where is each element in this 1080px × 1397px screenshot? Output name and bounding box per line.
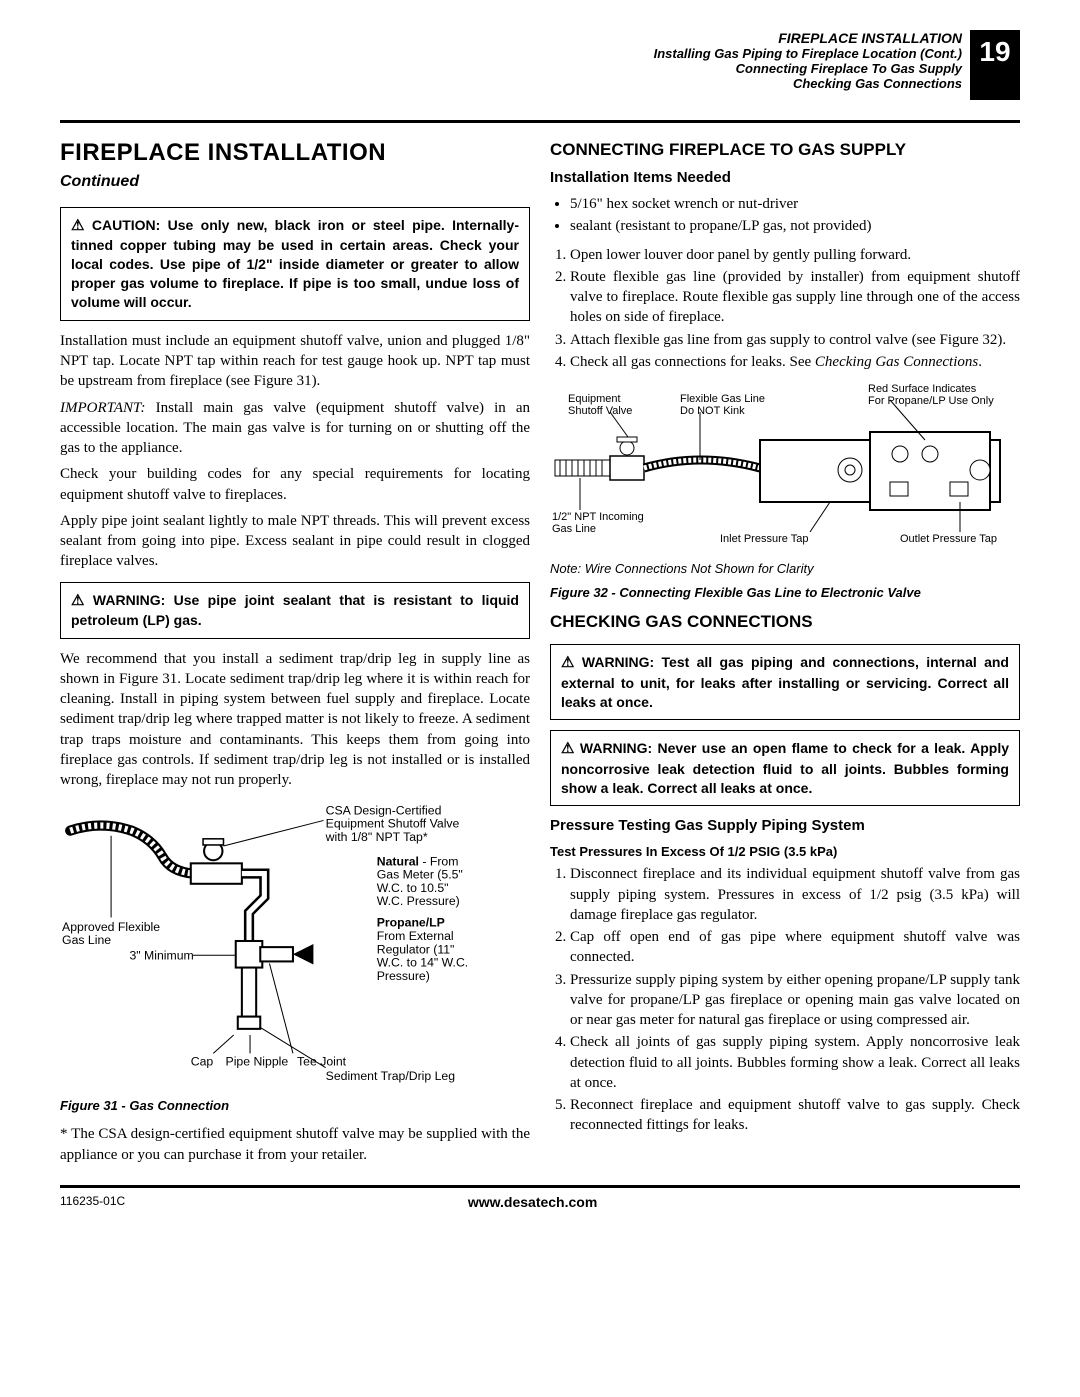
content-columns: FIREPLACE INSTALLATION Continued CAUTION… <box>60 137 1020 1171</box>
svg-text:Inlet Pressure Tap: Inlet Pressure Tap <box>720 533 808 545</box>
pstep-5: Reconnect fireplace and equipment shutof… <box>570 1095 1020 1136</box>
header-sub1: Installing Gas Piping to Fireplace Locat… <box>654 46 962 61</box>
continued-label: Continued <box>60 171 530 193</box>
warning-icon <box>561 740 580 756</box>
left-column: FIREPLACE INSTALLATION Continued CAUTION… <box>60 137 530 1171</box>
pstep-3: Pressurize supply piping system by eithe… <box>570 970 1020 1031</box>
right-column: CONNECTING FIREPLACE TO GAS SUPPLY Insta… <box>550 137 1020 1171</box>
pstep-4: Check all joints of gas supply piping sy… <box>570 1032 1020 1093</box>
step-3: Attach flexible gas line from gas supply… <box>570 330 1020 350</box>
figure-31-svg: CSA Design-CertifiedEquipment Shutoff Va… <box>60 800 530 1086</box>
svg-text:Propane/LPFrom ExternalRegulat: Propane/LPFrom ExternalRegulator (11"W.C… <box>377 916 468 983</box>
figure-31-caption: Figure 31 - Gas Connection <box>60 1097 530 1115</box>
step-1: Open lower louver door panel by gently p… <box>570 245 1020 265</box>
warning1-text: WARNING: Use pipe joint sealant that is … <box>71 592 519 628</box>
svg-text:EquipmentShutoff Valve: EquipmentShutoff Valve <box>568 393 632 417</box>
figure-32-note: Note: Wire Connections Not Shown for Cla… <box>550 560 1020 578</box>
step-4-ref: Checking Gas Connections <box>815 354 978 370</box>
caution-text: CAUTION: Use only new, black iron or ste… <box>71 217 519 310</box>
connect-steps: Open lower louver door panel by gently p… <box>570 245 1020 373</box>
item-1: sealant (resistant to propane/LP gas, no… <box>570 216 1020 236</box>
footer-code: 116235-01C <box>60 1194 125 1210</box>
pstep-2: Cap off open end of gas pipe where equip… <box>570 927 1020 968</box>
svg-text:3" Minimum: 3" Minimum <box>129 949 193 963</box>
svg-text:Approved FlexibleGas Line: Approved FlexibleGas Line <box>62 920 160 947</box>
warning-box-1: WARNING: Use pipe joint sealant that is … <box>60 582 530 639</box>
heading-checking: CHECKING GAS CONNECTIONS <box>550 611 1020 634</box>
page-header: FIREPLACE INSTALLATION Installing Gas Pi… <box>60 30 1020 100</box>
step-2: Route flexible gas line (provided by ins… <box>570 267 1020 328</box>
header-titles: FIREPLACE INSTALLATION Installing Gas Pi… <box>654 30 962 91</box>
header-rule <box>60 120 1020 123</box>
warning-icon <box>71 217 92 233</box>
figure-32: Red Surface IndicatesFor Propane/LP Use … <box>550 382 1020 601</box>
page-number: 19 <box>970 30 1020 100</box>
heading-pressure: Pressure Testing Gas Supply Piping Syste… <box>550 816 1020 836</box>
heading-excess: Test Pressures In Excess Of 1/2 PSIG (3.… <box>550 843 1020 861</box>
important-label: IMPORTANT: <box>60 400 146 416</box>
para-3: Check your building codes for any specia… <box>60 464 530 505</box>
section-title: FIREPLACE INSTALLATION <box>60 137 530 169</box>
para-4: Apply pipe joint sealant lightly to male… <box>60 511 530 572</box>
page-footer: 116235-01C www.desatech.com <box>60 1185 1020 1210</box>
para-5: We recommend that you install a sediment… <box>60 649 530 791</box>
figure-32-svg: Red Surface IndicatesFor Propane/LP Use … <box>550 382 1020 552</box>
warning-icon <box>71 592 93 608</box>
caution-box: CAUTION: Use only new, black iron or ste… <box>60 207 530 321</box>
header-sub3: Checking Gas Connections <box>654 76 962 91</box>
items-list: 5/16" hex socket wrench or nut-driver se… <box>570 194 1020 237</box>
svg-text:Cap: Cap <box>191 1055 214 1069</box>
step-4: Check all gas connections for leaks. See… <box>570 352 1020 372</box>
footer-url: www.desatech.com <box>125 1194 940 1210</box>
svg-text:Natural - FromGas Meter (5.5"W: Natural - FromGas Meter (5.5"W.C. to 10.… <box>377 855 463 909</box>
figure-31: CSA Design-CertifiedEquipment Shutoff Va… <box>60 800 530 1114</box>
warning3-text: WARNING: Never use an open flame to chec… <box>561 740 1009 795</box>
heading-connecting: CONNECTING FIREPLACE TO GAS SUPPLY <box>550 139 1020 162</box>
svg-text:Sediment Trap/Drip Leg: Sediment Trap/Drip Leg <box>326 1069 456 1083</box>
warning2-text: WARNING: Test all gas piping and connect… <box>561 654 1009 709</box>
item-0: 5/16" hex socket wrench or nut-driver <box>570 194 1020 214</box>
pressure-steps: Disconnect fireplace and its individual … <box>570 864 1020 1135</box>
svg-text:CSA Design-CertifiedEquipment: CSA Design-CertifiedEquipment Shutoff Va… <box>325 804 460 845</box>
warning-box-3: WARNING: Never use an open flame to chec… <box>550 730 1020 806</box>
pstep-1: Disconnect fireplace and its individual … <box>570 864 1020 925</box>
para-1: Installation must include an equipment s… <box>60 331 530 392</box>
header-main: FIREPLACE INSTALLATION <box>654 30 962 46</box>
svg-text:Outlet Pressure Tap: Outlet Pressure Tap <box>900 533 997 545</box>
svg-text:Red Surface IndicatesFor Propa: Red Surface IndicatesFor Propane/LP Use … <box>868 383 994 407</box>
svg-text:Tee Joint: Tee Joint <box>297 1055 347 1069</box>
heading-items: Installation Items Needed <box>550 168 1020 188</box>
header-sub2: Connecting Fireplace To Gas Supply <box>654 61 962 76</box>
footnote: * The CSA design-certified equipment shu… <box>60 1124 530 1165</box>
para-2: IMPORTANT: Install main gas valve (equip… <box>60 398 530 459</box>
warning-icon <box>561 654 582 670</box>
figure-32-caption: Figure 32 - Connecting Flexible Gas Line… <box>550 584 1020 602</box>
svg-text:Pipe Nipple: Pipe Nipple <box>226 1055 289 1069</box>
svg-text:Flexible Gas LineDo NOT Kink: Flexible Gas LineDo NOT Kink <box>680 393 765 417</box>
warning-box-2: WARNING: Test all gas piping and connect… <box>550 644 1020 720</box>
svg-text:1/2" NPT IncomingGas Line: 1/2" NPT IncomingGas Line <box>552 511 644 535</box>
